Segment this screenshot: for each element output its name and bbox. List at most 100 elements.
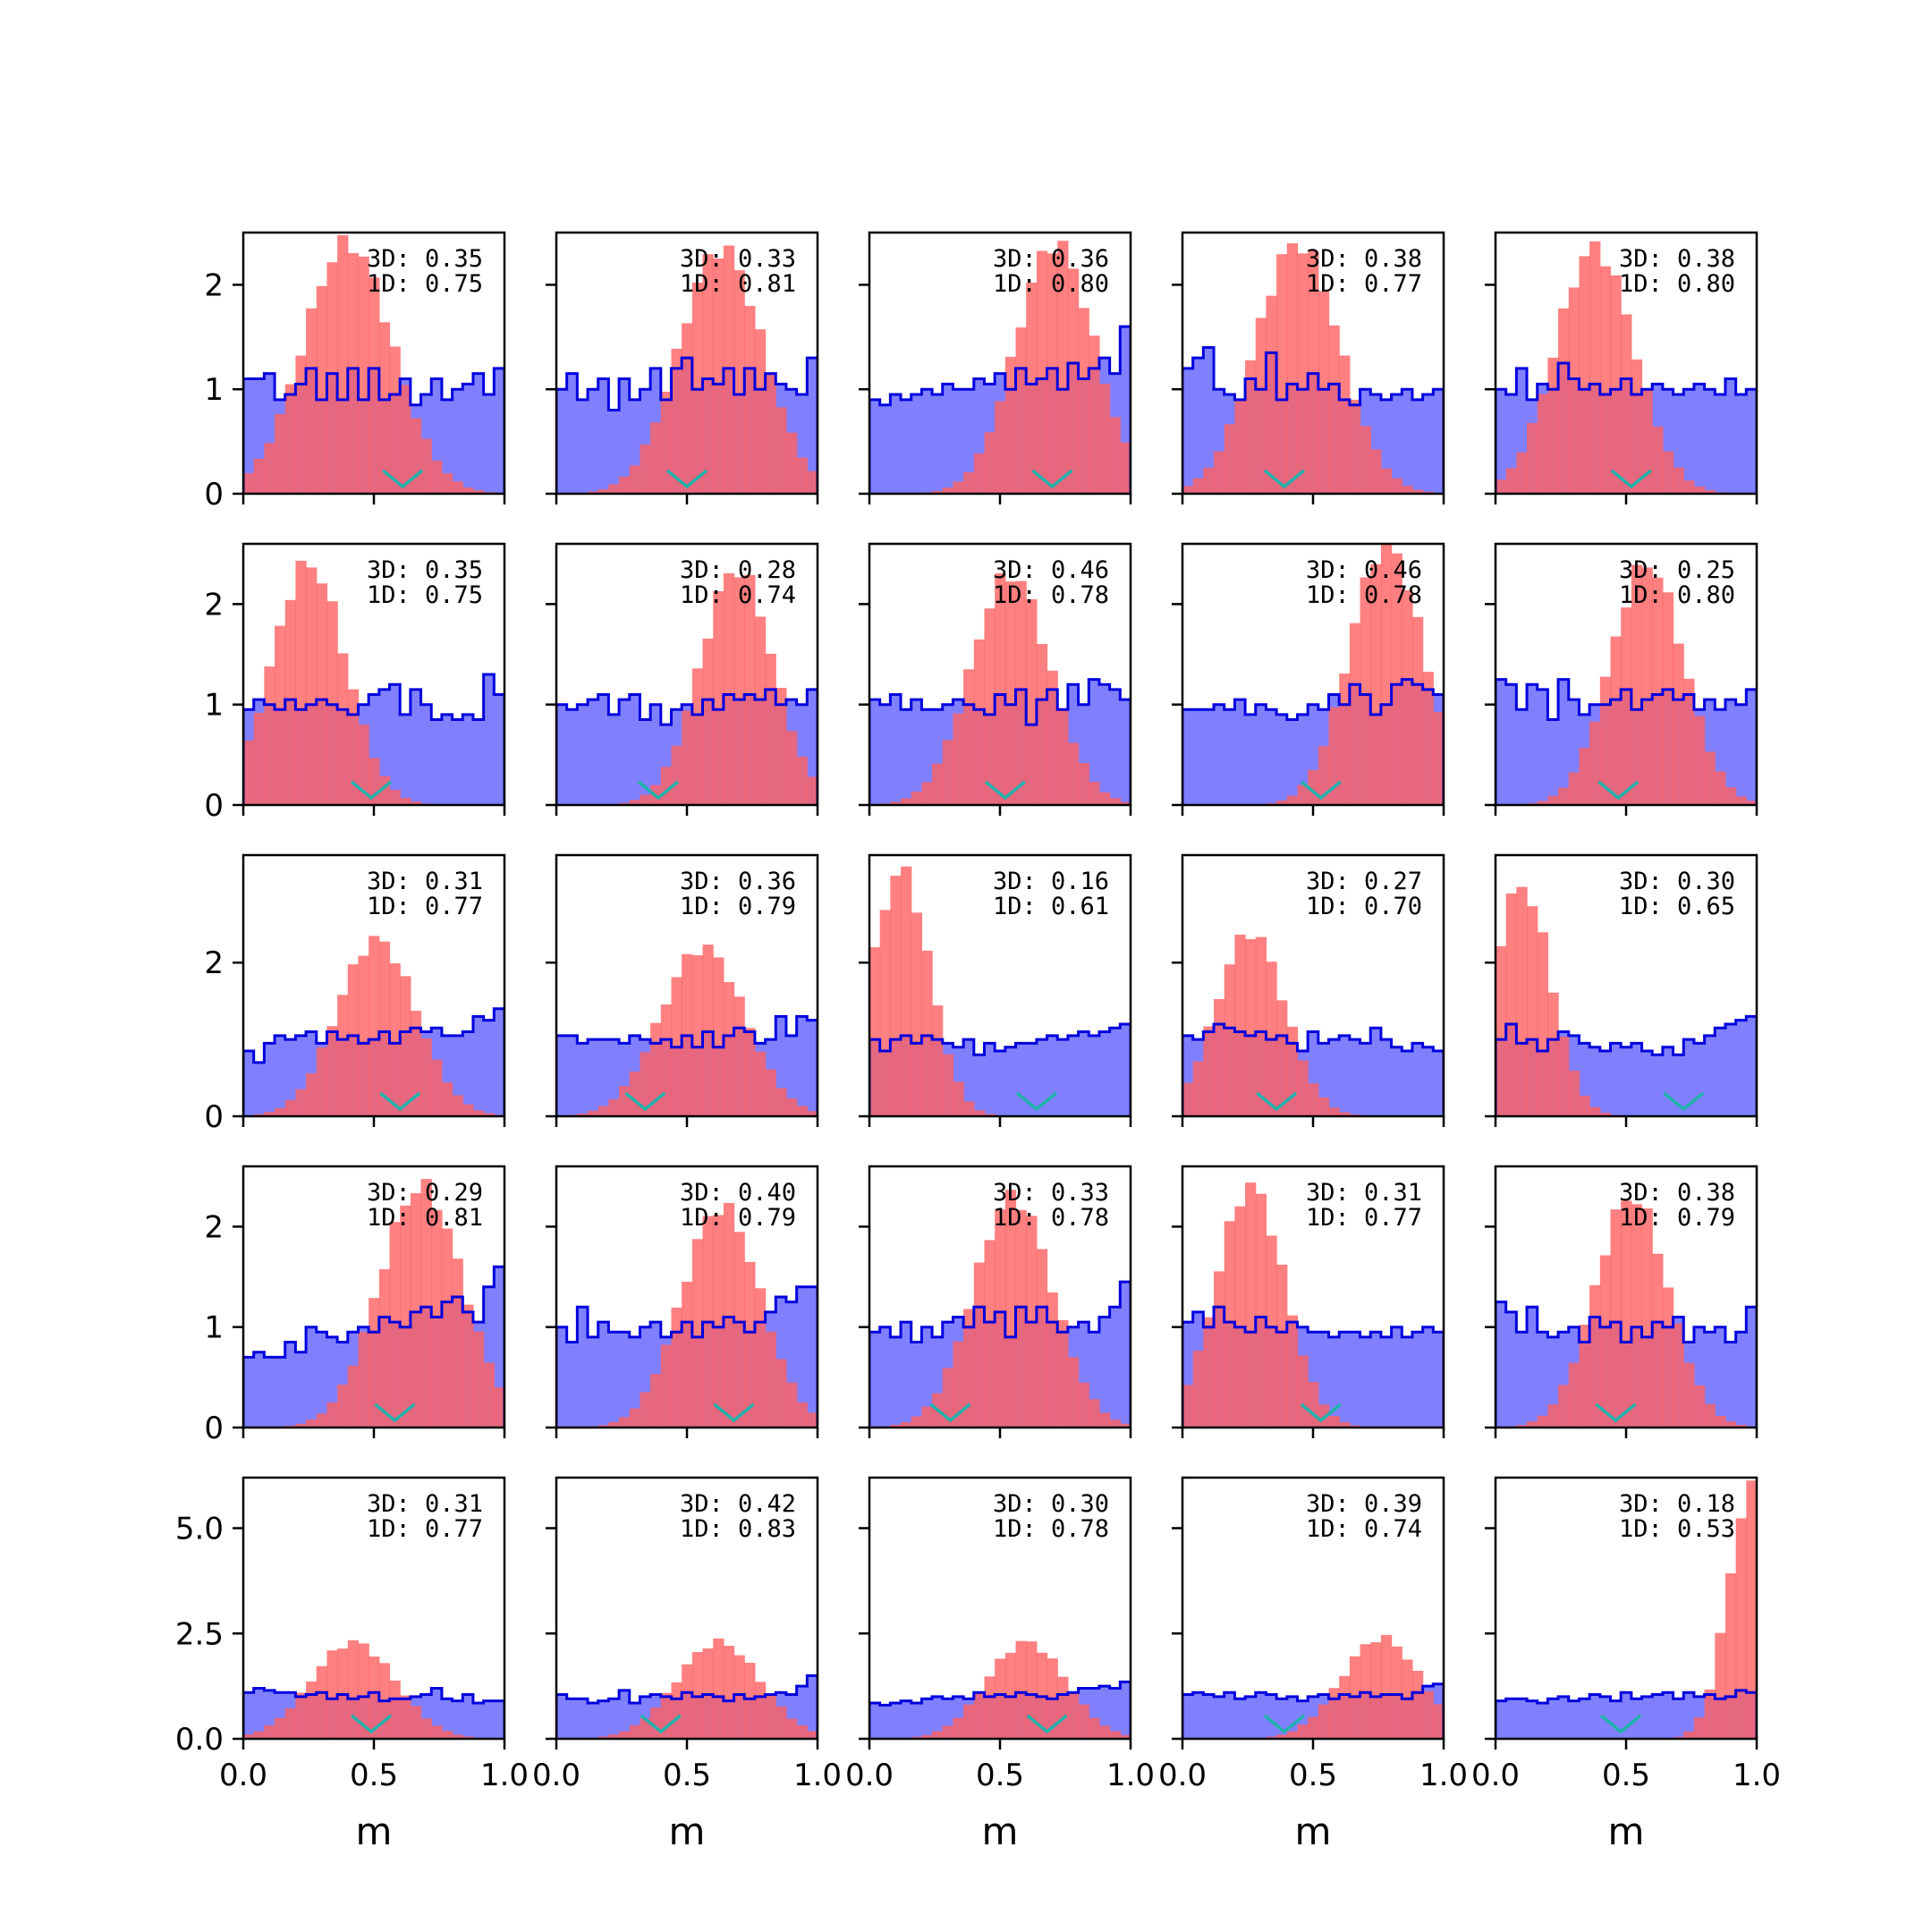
prior-bar [1192, 709, 1204, 805]
posterior-bar [1349, 623, 1361, 805]
posterior-bar [1662, 592, 1674, 805]
posterior-bar [326, 1402, 338, 1428]
posterior-bar [1673, 1323, 1684, 1428]
true-value-marker [1300, 780, 1342, 801]
posterior-bar [1328, 1415, 1340, 1428]
posterior-bar [1046, 670, 1058, 805]
posterior-bar [462, 1736, 474, 1739]
posterior-bar [1558, 1036, 1570, 1116]
posterior-bar [243, 740, 255, 805]
posterior-bar [1631, 359, 1643, 494]
posterior-bar [932, 763, 944, 805]
prior-bar [963, 1039, 975, 1116]
prior-bar [608, 1039, 620, 1116]
prior-step-line [869, 1280, 1131, 1428]
annotation-1d: 1D: 0.80 [993, 270, 1109, 298]
posterior-bar [660, 1344, 673, 1428]
prior-bar [472, 1016, 485, 1116]
posterior-bar [1286, 1731, 1299, 1739]
posterior-bar [807, 1731, 818, 1739]
prior-bar [1245, 1696, 1257, 1739]
plot-area [1182, 544, 1444, 805]
posterior-bar [1098, 1412, 1111, 1428]
prior-bar [1255, 704, 1267, 805]
posterior-bar [1589, 1106, 1601, 1116]
posterior-bar [671, 745, 682, 805]
prior-bar [1266, 1694, 1277, 1739]
prior-bar [1527, 684, 1538, 805]
prior-bar [1067, 1035, 1080, 1116]
posterior-bar [1527, 1421, 1538, 1428]
true-value-marker [1026, 1714, 1068, 1734]
posterior-bar [1391, 1646, 1402, 1739]
posterior-bar [452, 1095, 463, 1116]
prior-bar [1328, 1336, 1340, 1428]
posterior-bar [1276, 1264, 1288, 1428]
posterior-bar [1109, 1419, 1121, 1428]
posterior-bar [295, 1089, 307, 1116]
prior-bar [1318, 1332, 1330, 1428]
prior-bar [932, 1696, 944, 1739]
posterior-bar [1558, 787, 1570, 805]
posterior-bar [671, 1307, 682, 1428]
posterior-bar [765, 1694, 776, 1739]
prior-bar [1109, 689, 1121, 805]
posterior-bar [1735, 796, 1747, 805]
prior-bar [588, 389, 599, 494]
posterior-bar [1078, 1704, 1089, 1739]
prior-bar [869, 699, 881, 805]
annotation-1d: 1D: 0.74 [1306, 1515, 1422, 1543]
posterior-bar [963, 1101, 975, 1116]
prior-bar [1360, 1043, 1371, 1116]
prior-bar [1547, 1699, 1559, 1739]
posterior-bar [1078, 308, 1089, 494]
true-value-marker [713, 1402, 755, 1423]
posterior-bar [1308, 1716, 1319, 1739]
true-value-marker [640, 1714, 682, 1734]
prior-bar [243, 1357, 255, 1428]
prior-bar [1276, 714, 1288, 805]
posterior-bar [691, 668, 704, 805]
posterior-bar [264, 666, 275, 805]
prior-bar [597, 378, 609, 494]
true-value-marker [984, 780, 1026, 801]
posterior-bar [400, 385, 411, 494]
posterior-bar [1120, 1423, 1131, 1428]
prior-bar [1109, 1688, 1121, 1739]
prior-bar [1527, 1700, 1538, 1739]
prior-bar [400, 714, 411, 805]
posterior-bar [629, 1072, 641, 1116]
posterior-bar [953, 713, 964, 805]
prior-bar [441, 399, 453, 494]
annotation-1d: 1D: 0.81 [680, 270, 796, 298]
posterior-bar [984, 432, 996, 494]
prior-bar [1715, 1326, 1726, 1428]
prior-bar [306, 1326, 318, 1428]
posterior-bar [1266, 1235, 1277, 1428]
posterior-bar [1724, 1572, 1737, 1739]
y-tick-label: 1 [204, 1310, 224, 1346]
posterior-bar [1704, 490, 1716, 494]
posterior-bar [400, 976, 411, 1116]
posterior-bar [901, 866, 912, 1116]
prior-bar [577, 704, 589, 805]
prior-bar [1391, 1326, 1402, 1428]
prior-bar [1026, 1043, 1038, 1116]
posterior-bar [1370, 564, 1382, 805]
true-value-marker [379, 1091, 421, 1112]
prior-bar [1380, 1336, 1393, 1428]
prior-bar [1266, 709, 1277, 805]
annotation-3d: 3D: 0.36 [993, 245, 1109, 273]
posterior-bar [1496, 479, 1507, 494]
plot-area [1496, 1200, 1757, 1428]
posterior-bar [1683, 480, 1695, 494]
y-tick-label: 0 [204, 788, 224, 824]
annotation-3d: 3D: 0.36 [680, 868, 796, 895]
true-value-marker [1263, 1714, 1305, 1734]
prior-bar [494, 1008, 504, 1116]
prior-bar [1433, 1332, 1444, 1428]
